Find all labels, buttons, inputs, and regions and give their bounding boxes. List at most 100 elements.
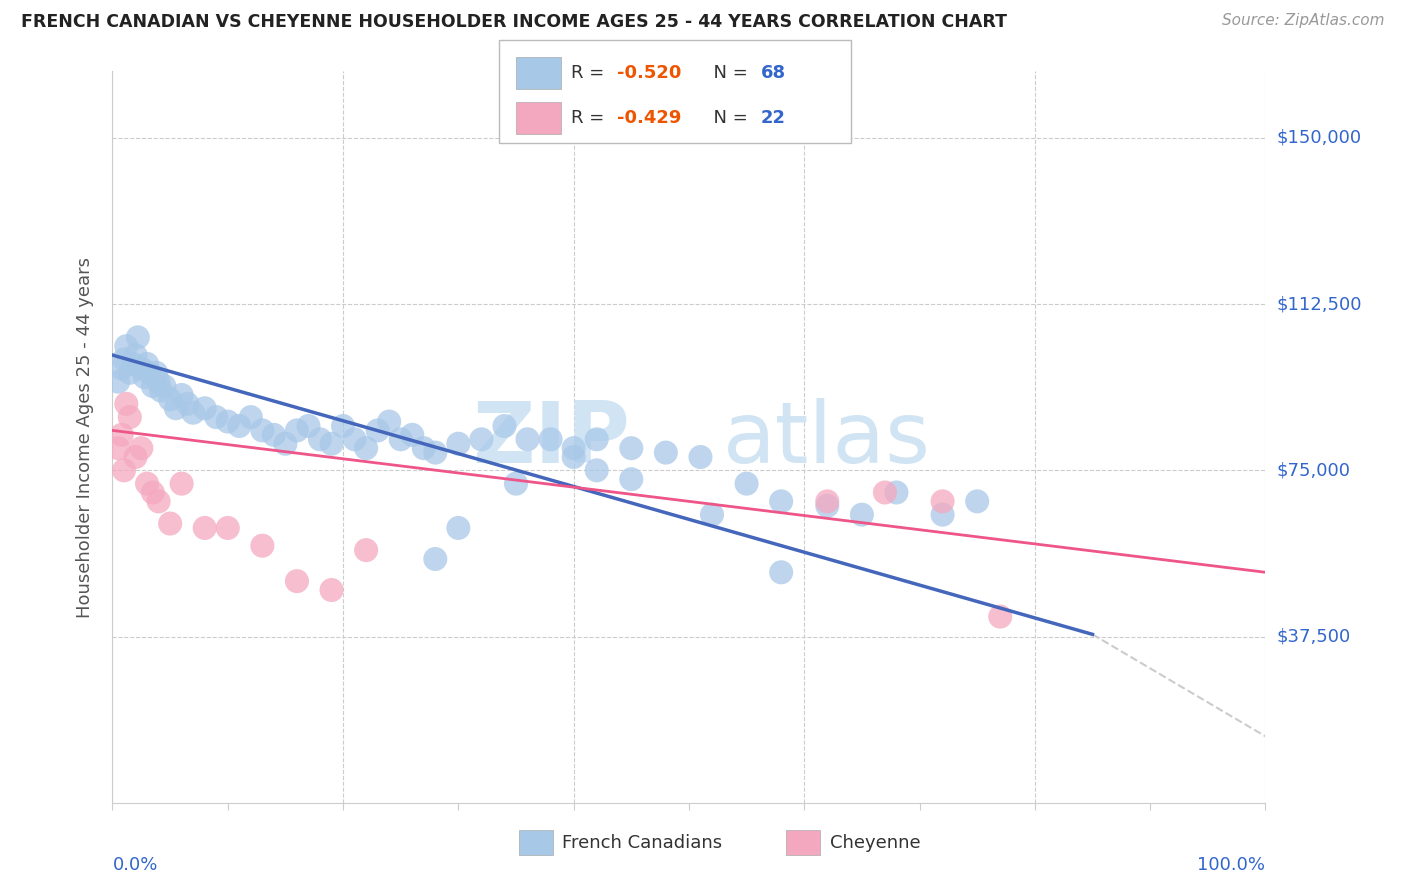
Point <box>252 424 274 438</box>
Point <box>378 415 401 429</box>
Point <box>142 485 165 500</box>
Point <box>873 485 896 500</box>
Point <box>516 432 538 446</box>
Point <box>111 428 134 442</box>
Text: N =: N = <box>702 63 754 82</box>
Point <box>562 441 585 455</box>
Point <box>447 436 470 450</box>
Point <box>181 406 204 420</box>
Point <box>309 432 332 446</box>
Point <box>148 375 170 389</box>
Text: French Canadians: French Canadians <box>562 834 723 852</box>
Point <box>735 476 758 491</box>
Point <box>886 485 908 500</box>
Point <box>159 516 181 531</box>
Point <box>585 463 607 477</box>
Point <box>700 508 723 522</box>
Point <box>239 410 262 425</box>
Text: 22: 22 <box>761 109 786 127</box>
Point <box>285 424 308 438</box>
Point <box>321 582 343 597</box>
Point <box>425 552 447 566</box>
Point <box>367 424 389 438</box>
Text: 100.0%: 100.0% <box>1198 856 1265 874</box>
Y-axis label: Householder Income Ages 25 - 44 years: Householder Income Ages 25 - 44 years <box>76 257 94 617</box>
Point <box>770 566 793 580</box>
Point <box>447 521 470 535</box>
Point <box>115 397 138 411</box>
Point <box>118 366 141 380</box>
Point <box>194 521 217 535</box>
Point <box>134 370 156 384</box>
Point <box>620 472 643 486</box>
Point <box>354 543 377 558</box>
Point <box>176 397 198 411</box>
Point <box>136 476 159 491</box>
Point <box>205 410 228 425</box>
Point <box>689 450 711 464</box>
Point <box>194 401 217 416</box>
Point <box>988 609 1011 624</box>
Point <box>321 436 343 450</box>
Point <box>285 574 308 589</box>
Point <box>401 428 423 442</box>
Text: $112,500: $112,500 <box>1277 295 1362 313</box>
Point <box>540 432 562 446</box>
Point <box>505 476 527 491</box>
Text: ZIP: ZIP <box>472 398 630 481</box>
Text: Cheyenne: Cheyenne <box>830 834 920 852</box>
Point <box>142 379 165 393</box>
Point <box>129 361 153 376</box>
Text: $150,000: $150,000 <box>1277 128 1362 147</box>
Point <box>111 361 134 376</box>
Point <box>122 357 145 371</box>
Point <box>931 494 953 508</box>
Text: atlas: atlas <box>723 398 931 481</box>
Point <box>165 401 187 416</box>
Point <box>389 432 412 446</box>
Point <box>815 499 838 513</box>
Point <box>149 384 172 398</box>
Point <box>851 508 873 522</box>
Point <box>170 388 193 402</box>
Point <box>170 476 193 491</box>
Text: 68: 68 <box>761 63 786 82</box>
Point <box>470 432 492 446</box>
Point <box>145 366 167 380</box>
Point <box>252 539 274 553</box>
Text: R =: R = <box>571 109 610 127</box>
Text: $37,500: $37,500 <box>1277 628 1351 646</box>
Point <box>343 432 366 446</box>
Point <box>297 419 319 434</box>
Point <box>153 379 176 393</box>
Text: $75,000: $75,000 <box>1277 461 1351 479</box>
Point <box>354 441 377 455</box>
Point <box>129 441 153 455</box>
Point <box>655 445 678 459</box>
Point <box>118 410 141 425</box>
Point <box>148 494 170 508</box>
Point <box>332 419 354 434</box>
Text: R =: R = <box>571 63 610 82</box>
Text: -0.429: -0.429 <box>617 109 682 127</box>
Point <box>425 445 447 459</box>
Point <box>412 441 434 455</box>
Point <box>263 428 285 442</box>
Point <box>217 521 239 535</box>
Point <box>562 450 585 464</box>
Point <box>494 419 516 434</box>
Text: -0.520: -0.520 <box>617 63 682 82</box>
Point <box>585 432 607 446</box>
Point <box>159 392 181 407</box>
Point <box>217 415 239 429</box>
Point <box>620 441 643 455</box>
Point <box>138 366 160 380</box>
Point <box>127 330 149 344</box>
Point <box>112 352 135 367</box>
Point <box>274 436 297 450</box>
Point <box>124 348 146 362</box>
Text: FRENCH CANADIAN VS CHEYENNE HOUSEHOLDER INCOME AGES 25 - 44 YEARS CORRELATION CH: FRENCH CANADIAN VS CHEYENNE HOUSEHOLDER … <box>21 13 1007 31</box>
Point <box>107 441 129 455</box>
Point <box>115 339 138 353</box>
Text: 0.0%: 0.0% <box>112 856 157 874</box>
